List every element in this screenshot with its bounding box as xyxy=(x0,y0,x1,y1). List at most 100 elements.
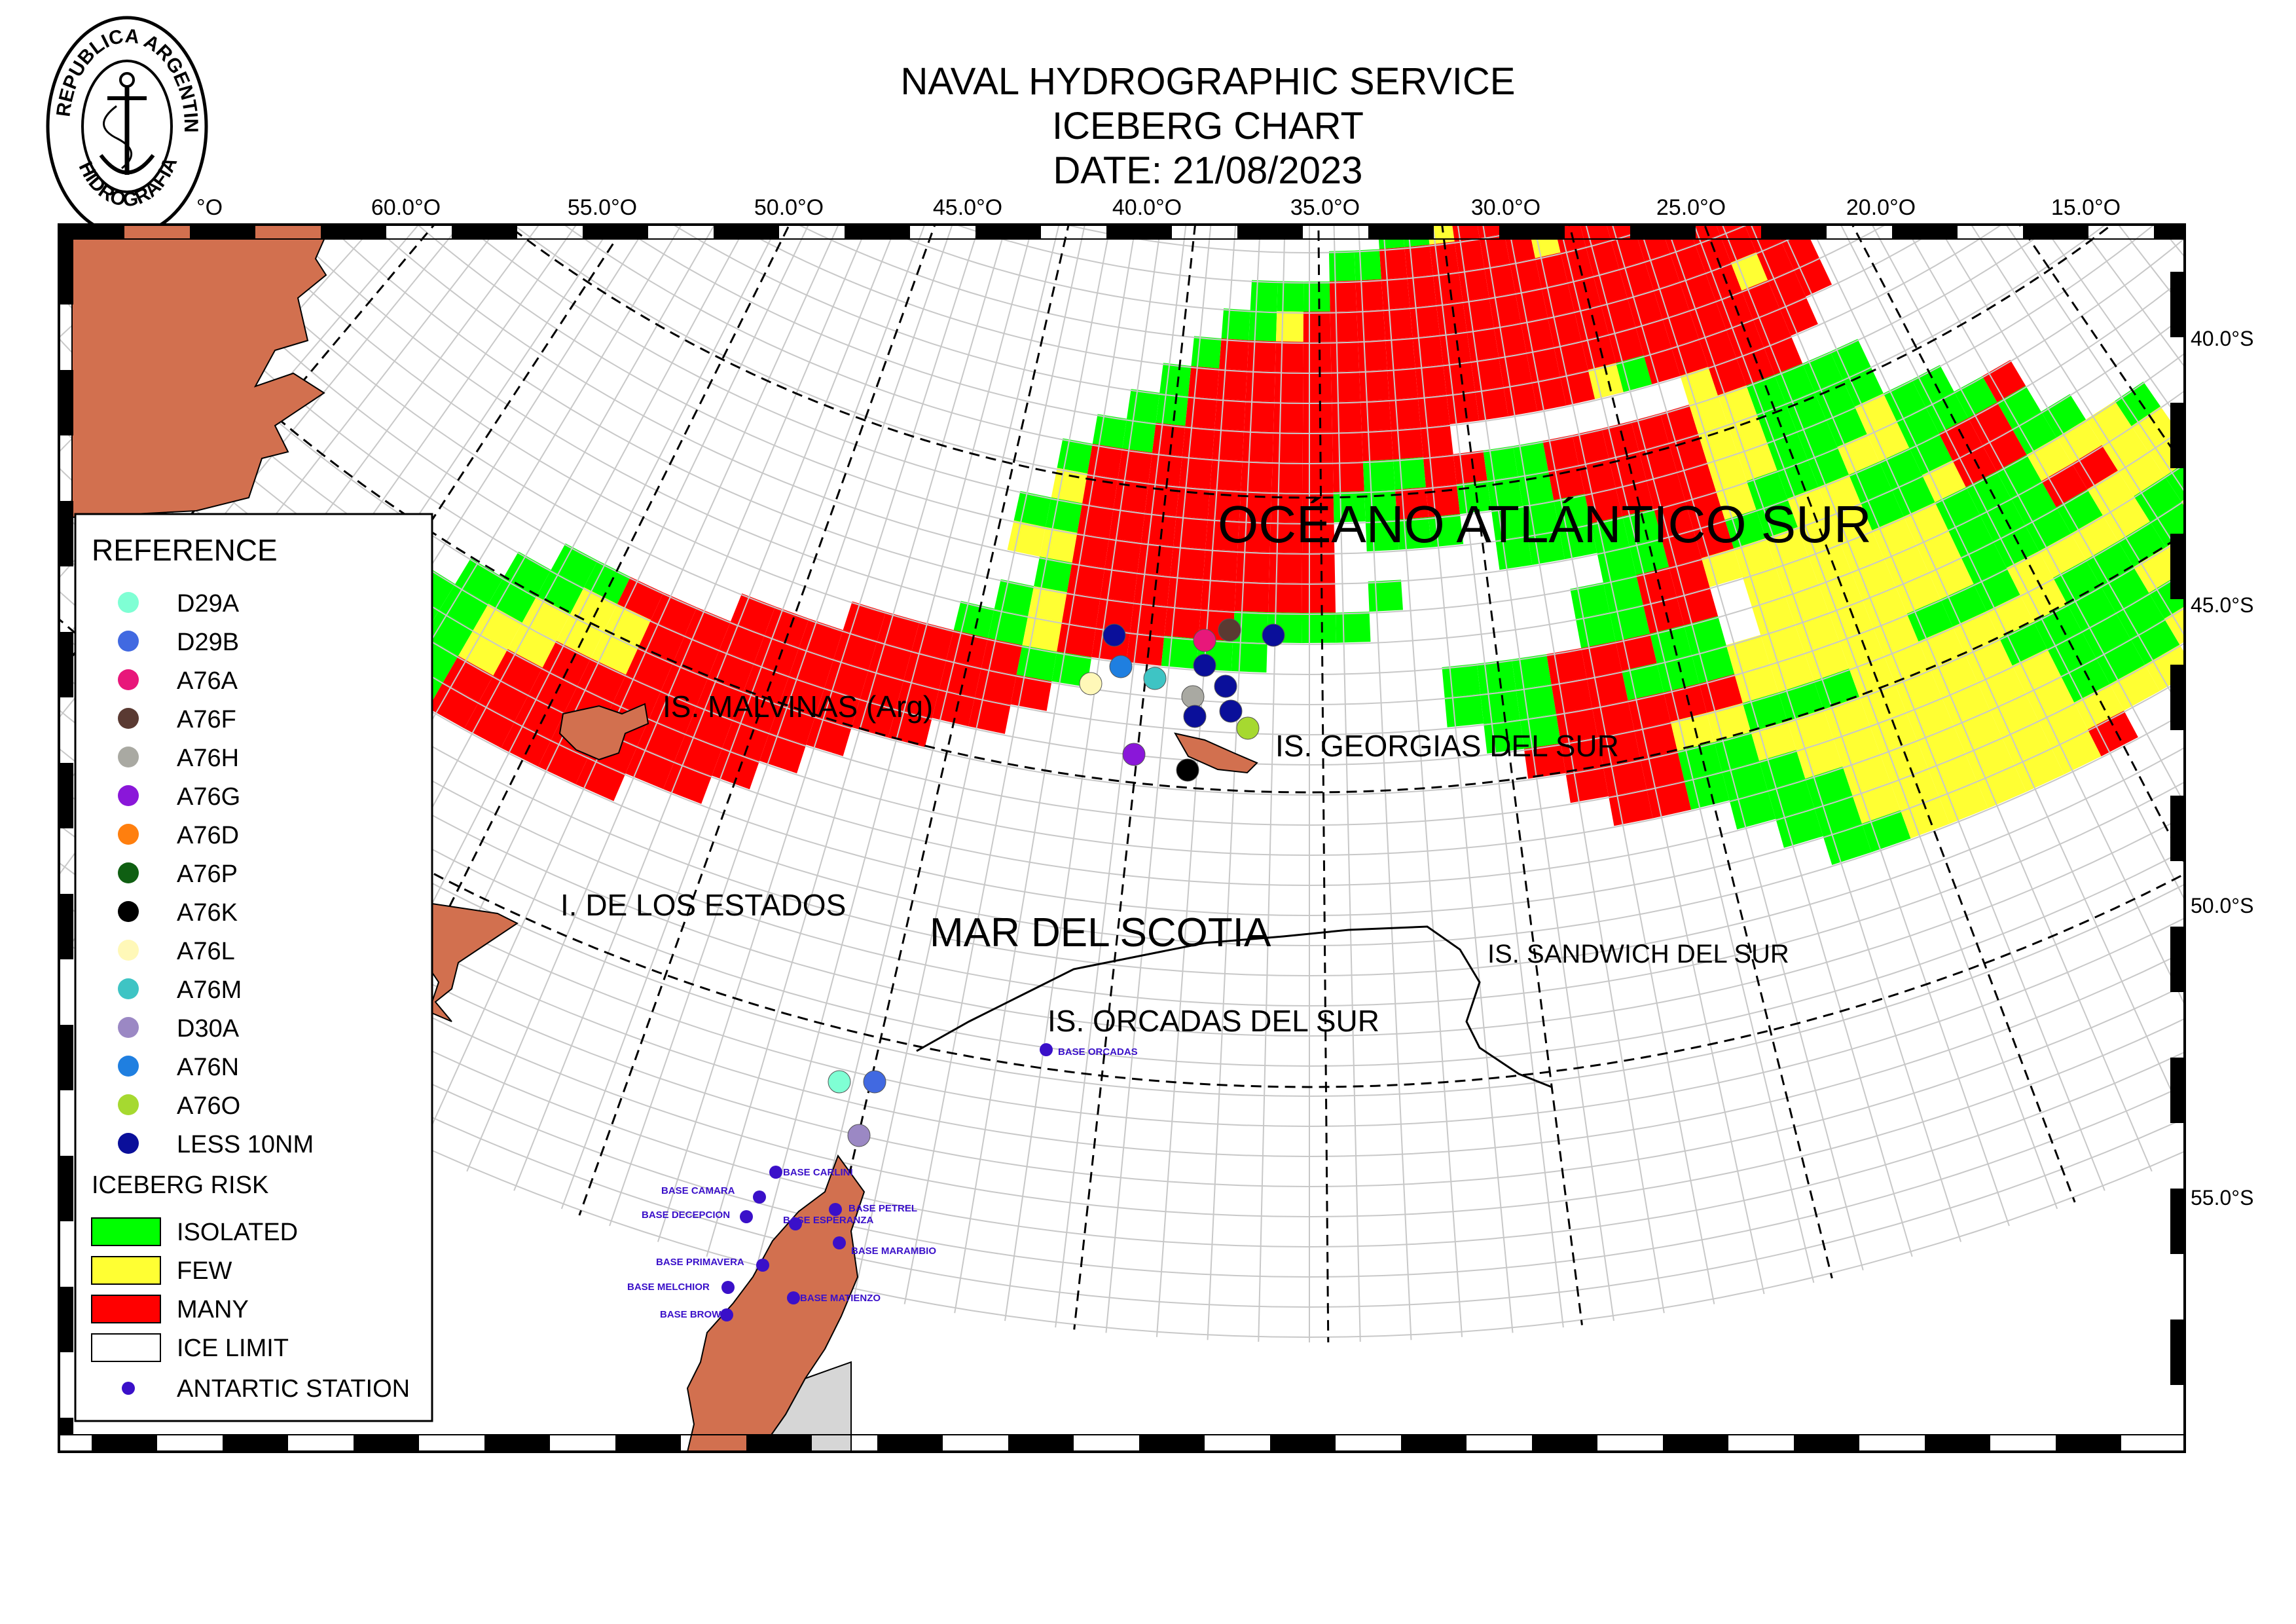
risk-cell xyxy=(1736,346,1775,386)
iceberg-marker xyxy=(1219,699,1243,723)
risk-cell xyxy=(1724,509,1766,549)
risk-cell xyxy=(888,709,932,747)
station-marker xyxy=(787,1291,800,1304)
risk-cell xyxy=(1665,86,1698,122)
grid-line xyxy=(420,225,839,1152)
risk-cell xyxy=(1759,750,1806,790)
risk-cell xyxy=(1586,671,1628,708)
risk-cell xyxy=(479,675,529,722)
risk-cell xyxy=(1512,654,1552,690)
risk-cell xyxy=(1588,363,1624,399)
legend-iceberg-label: A76P xyxy=(177,860,238,888)
risk-cell xyxy=(939,659,981,697)
risk-cell xyxy=(1522,500,1559,536)
risk-cell xyxy=(522,596,570,641)
risk-cell xyxy=(1725,318,1764,358)
risk-cell xyxy=(1118,449,1152,483)
risk-cell xyxy=(1948,514,1994,557)
risk-cell xyxy=(1188,366,1220,399)
risk-cell xyxy=(1939,780,1988,824)
risk-cell xyxy=(1214,398,1246,431)
frame-tick xyxy=(59,239,73,304)
risk-cell xyxy=(1976,764,2026,809)
grid-line xyxy=(1156,225,1237,1337)
tierra-del-fuego-land xyxy=(424,902,519,1022)
risk-cell xyxy=(604,604,651,648)
risk-cell xyxy=(1201,578,1237,612)
risk-cell xyxy=(1787,487,1830,527)
risk-cell xyxy=(1479,233,1510,268)
risk-cell xyxy=(1442,663,1481,697)
iceberg-marker xyxy=(1218,618,1241,642)
risk-cell xyxy=(1742,566,1785,606)
frame-tick xyxy=(59,1418,73,1435)
grid-line xyxy=(1382,225,1463,1337)
risk-cell xyxy=(1072,532,1110,568)
risk-cell xyxy=(1474,386,1508,421)
legend-iceberg-swatch xyxy=(118,862,139,883)
grid-line xyxy=(1258,225,1286,1342)
iceberg-marker xyxy=(1079,672,1102,695)
risk-cell xyxy=(1612,74,1643,110)
risk-cell xyxy=(1130,602,1167,636)
right-axis-label: 50.0°S xyxy=(2191,894,2253,917)
label-malvinas: IS. MALVINAS (Arg) xyxy=(663,690,933,724)
risk-cell xyxy=(1635,318,1671,356)
legend-iceberg-swatch xyxy=(118,592,139,613)
risk-cell xyxy=(473,603,522,650)
meridian-line xyxy=(578,225,936,1216)
risk-cell xyxy=(1615,479,1654,517)
risk-cell xyxy=(1241,460,1273,492)
risk-cell xyxy=(1766,526,1808,567)
risk-cell xyxy=(1609,450,1647,487)
risk-cell xyxy=(1152,422,1186,456)
risk-cell xyxy=(1077,503,1114,538)
risk-cell xyxy=(1766,431,1808,471)
risk-cell xyxy=(1707,67,1741,104)
risk-cell xyxy=(1231,640,1267,673)
risk-cell xyxy=(1540,159,1571,194)
legend-iceberg-swatch xyxy=(118,940,139,961)
risk-cell xyxy=(1040,526,1078,563)
parallel-line xyxy=(473,0,2146,203)
iceberg-marker xyxy=(1236,716,1260,740)
iceberg-marker xyxy=(847,1124,871,1147)
frame-tick xyxy=(1237,225,1303,239)
risk-cell xyxy=(1355,279,1383,311)
frame-tick xyxy=(2154,225,2185,239)
legend-iceberg-label: A76K xyxy=(177,899,238,927)
meridian-line xyxy=(1851,225,2185,866)
legend: REFERENCE D29A D29B A76A A76F A76H A76G A76D A76… xyxy=(74,513,433,1422)
risk-cell xyxy=(1993,525,2039,568)
grid-line xyxy=(1407,225,1514,1333)
frame-tick xyxy=(223,1435,288,1452)
risk-cell xyxy=(1675,49,1707,86)
risk-cell xyxy=(2087,710,2138,756)
risk-cell xyxy=(577,658,626,703)
risk-cell xyxy=(1137,542,1174,576)
risk-cell xyxy=(1776,807,1823,848)
risk-cell xyxy=(1671,338,1709,377)
risk-cell xyxy=(1796,419,1838,459)
legend-risk-swatch xyxy=(91,1217,161,1246)
risk-cell xyxy=(1996,454,2042,498)
risk-cell xyxy=(1733,187,1769,225)
risk-cell xyxy=(542,640,591,686)
risk-cell xyxy=(1698,329,1736,367)
grid-line xyxy=(1207,225,1261,1340)
grid-line xyxy=(1638,225,1962,1242)
grid-line xyxy=(954,225,1137,1314)
legend-iceberg-label: D29A xyxy=(177,590,240,618)
risk-cell xyxy=(1654,500,1694,538)
risk-cell xyxy=(1597,545,1637,583)
risk-cell xyxy=(1668,433,1707,471)
risk-cell xyxy=(1611,232,1645,268)
frame-tick xyxy=(615,1435,681,1452)
risk-cell xyxy=(1641,159,1675,196)
risk-cell xyxy=(1676,113,1709,150)
grid-line xyxy=(657,225,981,1242)
risk-cell xyxy=(2006,551,2054,595)
risk-cell xyxy=(1515,287,1548,323)
meridian-line xyxy=(1073,225,1197,1330)
